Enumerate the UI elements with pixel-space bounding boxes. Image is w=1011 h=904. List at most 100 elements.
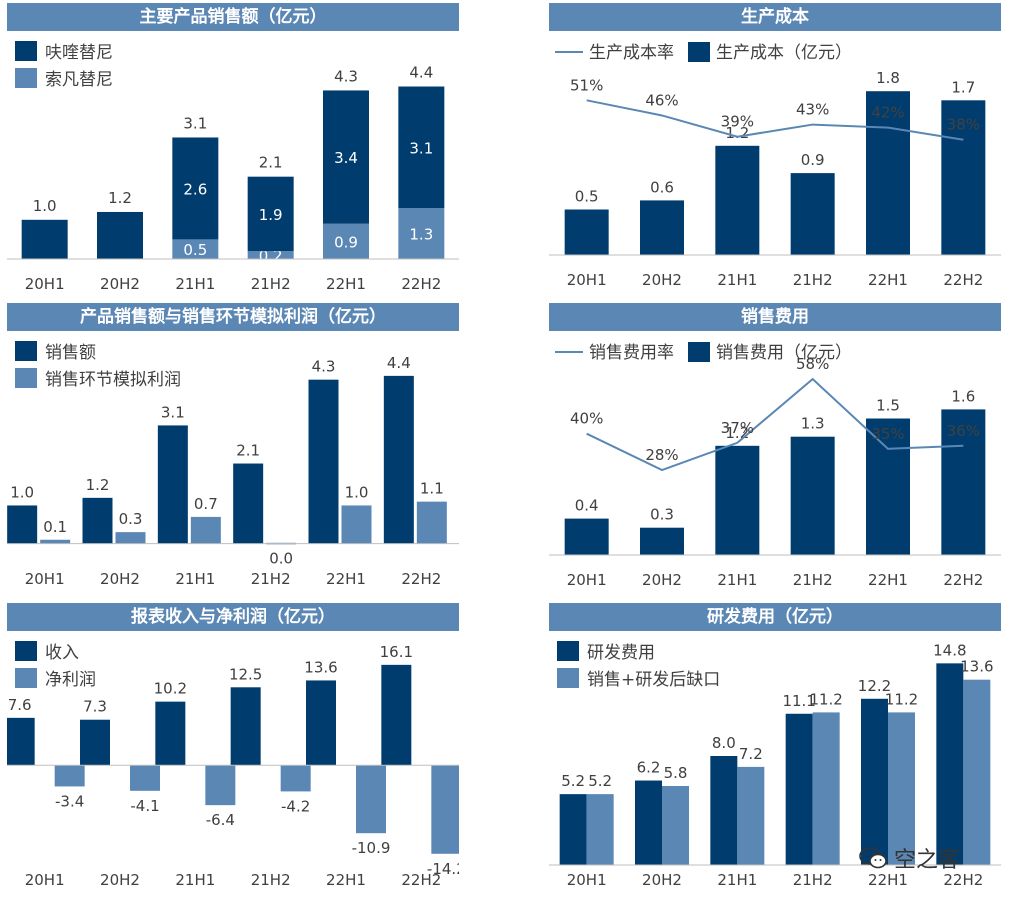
bar	[941, 409, 986, 555]
legend-swatch	[15, 68, 37, 88]
bar-value-label: -14.2	[427, 860, 459, 878]
bar-value-label: 0.0	[269, 550, 293, 568]
total-value-label: 1.2	[108, 189, 132, 207]
chart-sales-profit: 1.0 0.1 1.2 0.3 3.1 0.7 2.1 0.0 4.3 1.0 4.4 1.1 20H1…	[7, 341, 459, 588]
bar-value-label: 16.1	[380, 643, 413, 661]
bar	[640, 527, 684, 555]
bar	[398, 208, 445, 259]
line-value-label: 51%	[570, 76, 603, 94]
bar-value-label: -10.9	[352, 839, 391, 857]
total-value-label: 4.4	[409, 64, 433, 82]
line-value-label: 36%	[947, 422, 980, 440]
x-tick-label: 22H2	[401, 570, 441, 588]
total-value-label: 3.1	[183, 114, 207, 132]
bar-value-label: 10.2	[154, 680, 187, 698]
bar	[785, 713, 813, 865]
x-tick-label: 20H2	[100, 570, 140, 588]
bar	[640, 200, 684, 255]
chart-title: 产品销售额与销售环节模拟利润（亿元）	[7, 303, 459, 331]
bar	[115, 532, 146, 544]
bar	[21, 219, 68, 259]
bar-value-label: 1.3	[801, 415, 825, 433]
x-tick-label: 21H2	[793, 571, 833, 589]
x-tick-label: 20H1	[25, 275, 65, 293]
bar-value-label: 1.2	[86, 476, 110, 494]
legend-swatch	[15, 41, 37, 61]
legend-label: 销售额	[45, 343, 96, 363]
bar	[308, 379, 339, 544]
legend-label: 生产成本（亿元）	[716, 43, 852, 63]
legend-label: 销售费用（亿元）	[716, 343, 852, 363]
line-value-label: 35%	[871, 425, 904, 443]
bar	[40, 539, 71, 544]
bar	[564, 209, 609, 255]
wechat-icon	[859, 847, 887, 869]
panel-sales-expense: 销售费用 0.4 0.3 1.2 1.3 1.5 1.6 40% 28% 37% 58% 35% 36…	[549, 303, 1001, 593]
bar	[155, 701, 186, 766]
bar-value-label: 0.3	[119, 510, 143, 528]
bar	[80, 719, 110, 766]
legend-swatch	[15, 341, 37, 361]
x-tick-label: 22H1	[326, 275, 366, 293]
bar-value-label: 8.0	[712, 734, 736, 752]
legend-label: 收入	[45, 643, 79, 663]
x-tick-label: 21H2	[251, 275, 291, 293]
x-tick-label: 22H1	[868, 271, 908, 289]
bar	[381, 664, 412, 766]
chart-title: 生产成本	[549, 3, 1001, 31]
x-tick-label: 22H2	[401, 871, 441, 889]
panel-production-cost: 生产成本 0.5 0.6 1.2 0.9 1.8 1.7 51% 46% 39% 43% 42% 38…	[549, 3, 1001, 293]
legend-swatch	[15, 668, 37, 688]
bar-value-label: 12.5	[229, 665, 262, 683]
chart-rnd-expense: 5.2 5.26.2 5.88.07.211.111.212.211.214.813…	[549, 641, 1001, 889]
x-tick-label: 22H2	[943, 871, 983, 889]
x-tick-label: 21H1	[175, 871, 215, 889]
bar-value-label: 0.5	[575, 188, 599, 206]
line-value-label: 37%	[721, 419, 754, 437]
bar	[233, 463, 264, 544]
x-tick-label: 22H1	[326, 570, 366, 588]
x-tick-label: 22H2	[943, 271, 983, 289]
legend-label: 销售费用率	[589, 343, 674, 363]
line-value-label: 46%	[645, 91, 678, 109]
bar-value-label: 1.1	[420, 480, 444, 498]
bar-value-label: 13.6	[960, 658, 993, 676]
bar	[356, 765, 386, 834]
bar-value-label: 0.6	[650, 178, 674, 196]
x-tick-label: 20H1	[25, 871, 65, 889]
bar	[7, 717, 35, 766]
x-tick-label: 21H2	[793, 871, 833, 889]
bar-value-label: 7.2	[739, 745, 763, 763]
bar	[790, 436, 835, 555]
bar-value-label: 4.3	[312, 358, 336, 376]
panel-rnd-expense: 研发费用（亿元） 5.2 5.2 6.2 5.8 8.0 7.2 11.1 11.2 12.2 1…	[549, 603, 1001, 893]
bar-value-label: 0.7	[194, 495, 218, 513]
legend-label: 销售+研发后缺口	[587, 670, 720, 690]
bar	[936, 663, 964, 865]
bar-value-label: 0.1	[43, 518, 67, 536]
bar	[172, 137, 219, 240]
chart-title: 销售费用	[549, 303, 1001, 331]
bar	[586, 794, 614, 865]
legend-swatch	[15, 641, 37, 661]
bar	[812, 712, 840, 865]
bar	[431, 765, 459, 854]
line-value-label: 38%	[947, 116, 980, 134]
bar-value-label: 0.3	[650, 506, 674, 524]
bar	[715, 445, 760, 555]
bar-value-label: 5.2	[561, 772, 585, 790]
bar-value-label: 1.9	[259, 206, 283, 224]
bar	[737, 766, 765, 865]
bar	[866, 91, 910, 255]
bar	[710, 756, 738, 865]
x-tick-label: 21H1	[175, 275, 215, 293]
bar	[323, 223, 369, 259]
bar-value-label: 4.4	[387, 354, 411, 372]
x-tick-label: 21H1	[717, 571, 757, 589]
x-tick-label: 20H2	[642, 871, 682, 889]
bar-value-label: -4.2	[281, 797, 310, 815]
x-tick-label: 22H2	[401, 275, 441, 293]
bar	[130, 765, 160, 791]
line-series	[586, 377, 964, 472]
bar	[306, 680, 336, 766]
